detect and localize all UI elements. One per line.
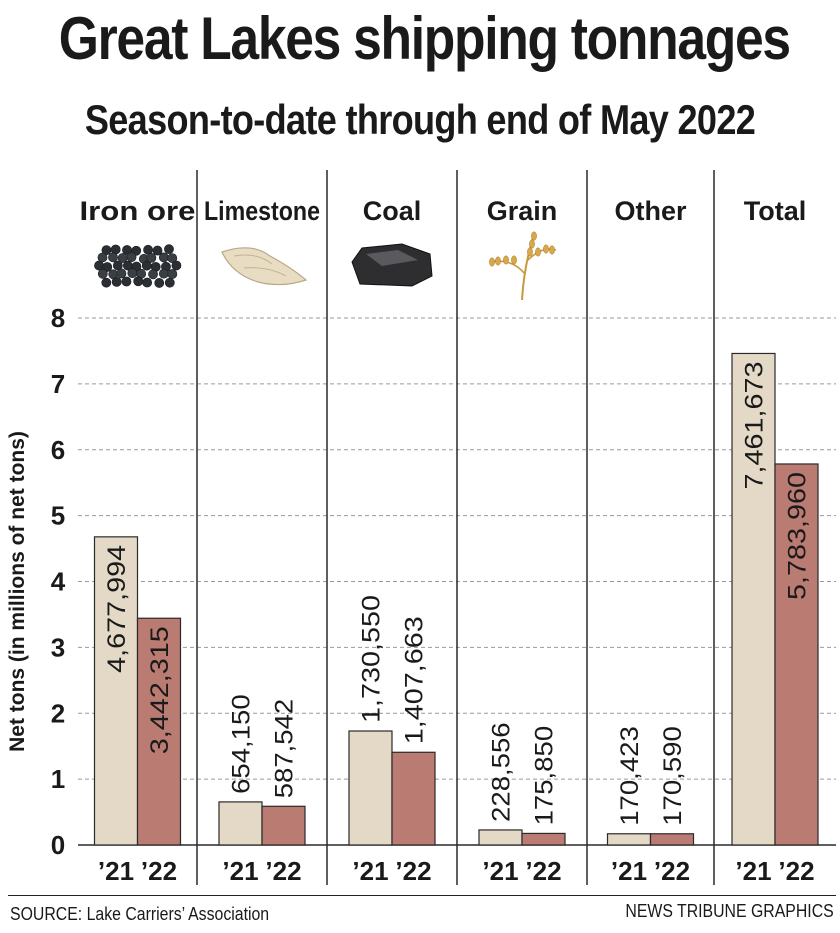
data-label: 7,461,673 xyxy=(741,361,769,489)
x-tick-label: ’21 xyxy=(352,856,388,886)
x-tick-label: ’22 xyxy=(141,856,177,886)
y-tick-label: 1 xyxy=(51,764,65,794)
x-tick-label: ’22 xyxy=(395,856,431,886)
graphics-credit: NEWS TRIBUNE GRAPHICS xyxy=(625,901,834,921)
bar-chart: 0 1 2 3 4 5 6 7 8 Net tons (in millions of net to… xyxy=(6,170,836,886)
y-tick-label: 6 xyxy=(51,435,65,465)
data-label: 5,783,960 xyxy=(784,472,812,600)
x-tick-label: ’22 xyxy=(654,856,690,886)
y-tick-label: 4 xyxy=(51,567,66,597)
data-label: 4,677,994 xyxy=(103,545,131,673)
bar-2022 xyxy=(391,751,436,846)
y-tick-label: 7 xyxy=(51,369,65,399)
data-label: 175,850 xyxy=(531,726,559,826)
bar-2021 xyxy=(348,730,393,846)
bar-2022 xyxy=(649,833,695,846)
bar-2021 xyxy=(731,352,776,846)
x-tick-label: ’21 xyxy=(735,856,771,886)
category-label: Grain xyxy=(487,196,558,226)
iron-ore-pellets-icon xyxy=(94,244,182,288)
data-label: 1,407,663 xyxy=(401,616,429,744)
bar-2022 xyxy=(136,617,182,846)
data-label: 170,590 xyxy=(659,726,687,826)
bar-2022 xyxy=(261,805,306,846)
y-tick-label: 3 xyxy=(51,632,65,662)
x-tick-label: ’22 xyxy=(265,856,301,886)
x-tick-label: ’22 xyxy=(778,856,814,886)
source-note: SOURCE: Lake Carriers’ Association xyxy=(10,904,270,924)
category-label: Total xyxy=(744,196,807,226)
chart-title: Great Lakes shipping tonnages xyxy=(58,5,791,72)
y-tick-label: 5 xyxy=(51,501,65,531)
bar-2021 xyxy=(218,801,263,846)
x-tick-label: ’21 xyxy=(222,856,258,886)
y-tick-label: 2 xyxy=(51,698,65,728)
category-label: Other xyxy=(614,196,687,226)
category-label: Coal xyxy=(363,196,422,226)
category-label: Limestone xyxy=(204,196,320,226)
y-axis-label: Net tons (in millions of net tons) xyxy=(6,431,29,752)
bar-2022 xyxy=(774,463,819,846)
data-label: 170,423 xyxy=(616,726,644,826)
bar-2022 xyxy=(521,832,566,846)
x-tick-label: ’21 xyxy=(98,856,134,886)
data-label: 228,556 xyxy=(488,722,516,822)
coal-lump-icon xyxy=(351,243,433,287)
x-tick-label: ’21 xyxy=(611,856,647,886)
bar-2021 xyxy=(478,829,523,846)
data-label: 654,150 xyxy=(228,694,256,794)
grain-stalk-icon xyxy=(489,231,557,301)
y-tick-label: 0 xyxy=(51,830,65,860)
chart-subtitle: Season-to-date through end of May 2022 xyxy=(84,96,756,143)
y-tick-label: 8 xyxy=(51,303,65,333)
data-label: 587,542 xyxy=(271,699,299,799)
bar-2021 xyxy=(606,833,652,846)
limestone-rock-icon xyxy=(221,247,308,286)
footer-divider xyxy=(8,895,836,896)
category-label: Iron ore xyxy=(80,196,196,226)
x-tick-label: ’22 xyxy=(525,856,561,886)
data-label: 1,730,550 xyxy=(358,595,386,723)
x-tick-label: ’21 xyxy=(482,856,518,886)
data-label: 3,442,315 xyxy=(146,626,174,754)
